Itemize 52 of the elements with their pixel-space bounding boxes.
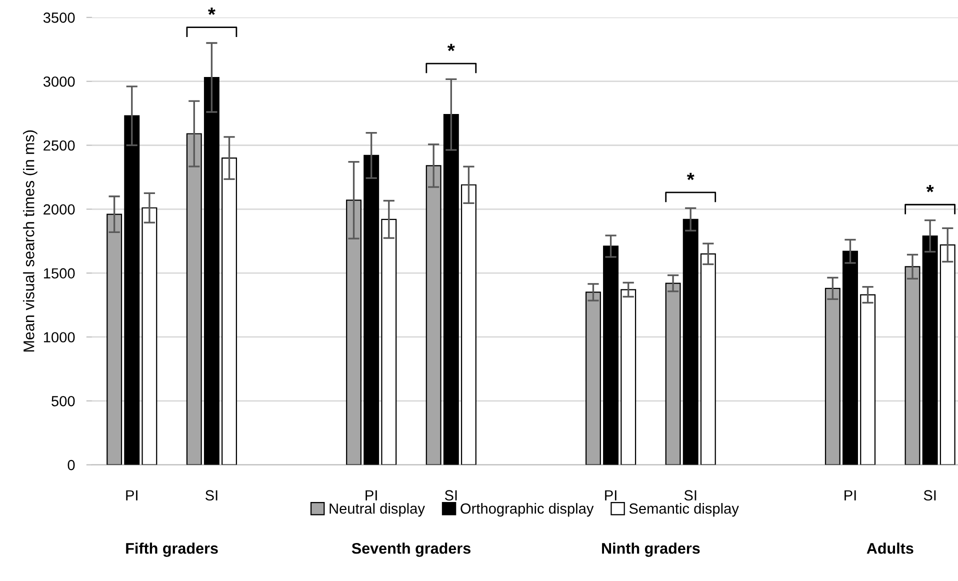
bar [824,288,840,465]
bar [124,115,140,465]
bar [381,218,397,465]
bar [620,289,636,465]
bar [842,250,858,465]
bar [426,165,442,465]
text: Seventh graders [352,542,470,557]
y-tick-label: 3000 [43,76,75,87]
bar [443,114,459,465]
bar [682,218,698,465]
text: * [208,8,216,15]
bar [346,200,362,465]
bar [186,133,202,465]
legend-label: Orthographic display [460,503,594,517]
x-tick-label: PI [844,490,856,500]
bar [940,244,956,465]
y-tick-label: 2000 [44,204,75,215]
bar [665,282,681,465]
bar [222,157,237,465]
legend-label: Neutral display [330,503,425,517]
annotation: * [926,184,934,192]
x-tick-label: SI [684,490,696,501]
bar [922,235,938,465]
x-tick-label: SI [444,490,457,501]
bar [204,76,220,465]
bar [860,294,876,465]
y-tick-label: 3500 [43,12,75,23]
y-tick-label: 1000 [44,332,75,342]
text: Fifth graders [126,542,218,557]
annotation: * [447,44,455,52]
bar [364,154,380,465]
x-tick-label: SI [205,490,218,501]
y-tick-label: 0 [68,460,75,470]
x-tick-label: PI [126,490,138,500]
y-tick-label: 2500 [44,140,75,151]
text: Ninth graders [602,542,700,557]
bar [700,253,716,465]
text: Adults [866,542,914,554]
y-tick-label: 1500 [44,268,75,278]
bar [142,207,158,465]
bar [585,292,601,465]
x-tick-label: PI [366,490,377,500]
legend-label: Semantic display [629,503,739,517]
x-tick-label: SI [924,490,936,501]
bar [460,184,476,465]
bar [904,266,920,465]
bar [106,214,122,465]
bar [603,246,619,465]
x-tick-label: PI [605,490,616,500]
y-axis-title: Mean visual search times (in ms) [23,130,38,352]
y-tick-label: 500 [52,396,75,406]
annotation: * [686,172,694,180]
